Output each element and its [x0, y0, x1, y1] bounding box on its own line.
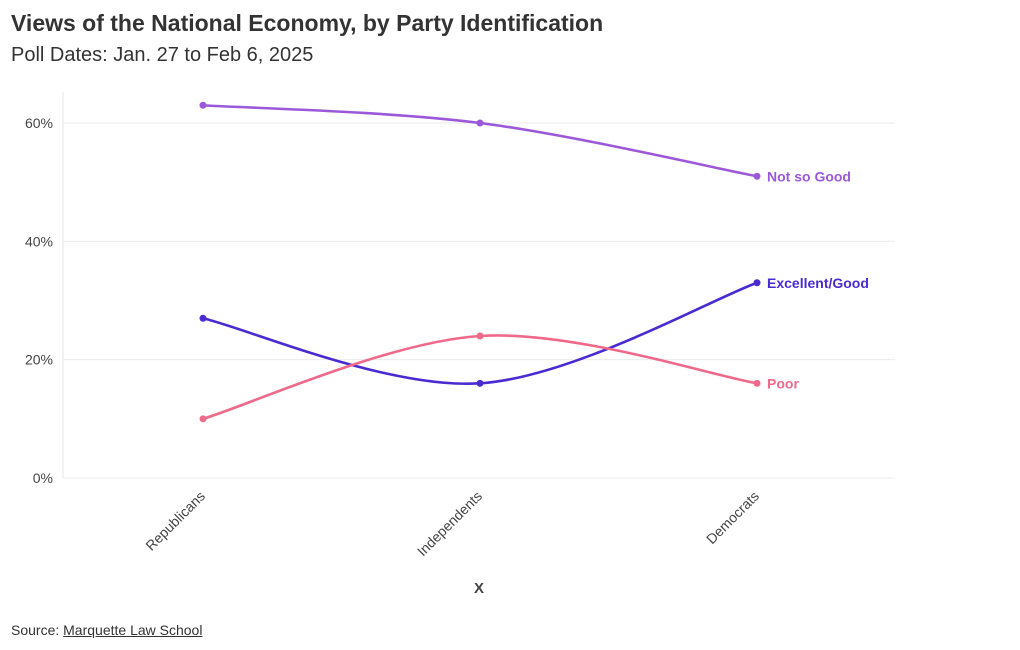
series-excellent-good: Excellent/Good: [199, 275, 869, 387]
x-axis-ticks: Republicans Independents Democrats: [142, 488, 762, 559]
source-prefix: Source:: [11, 622, 64, 638]
series-label: Not so Good: [767, 168, 851, 184]
series: Not so Good Excellent/Good Poor: [199, 101, 869, 423]
y-tick-label: 20%: [25, 352, 53, 368]
chart-subtitle: Poll Dates: Jan. 27 to Feb 6, 2025: [11, 44, 314, 66]
y-tick-label: 60%: [25, 115, 53, 131]
chart-title: Views of the National Economy, by Party …: [11, 10, 604, 36]
series-line: [201, 103, 759, 178]
series-poor: Poor: [199, 332, 799, 423]
source-link[interactable]: Marquette Law School: [63, 622, 203, 638]
y-axis-ticks: 0% 20% 40% 60%: [25, 115, 53, 486]
y-tick-label: 0%: [33, 470, 53, 486]
x-tick-label: Republicans: [142, 488, 208, 554]
data-point[interactable]: [199, 415, 207, 423]
data-point[interactable]: [199, 314, 207, 322]
data-point[interactable]: [753, 379, 761, 387]
data-point[interactable]: [199, 101, 207, 109]
series-line: [201, 334, 759, 421]
series-label: Poor: [767, 375, 799, 391]
data-point[interactable]: [753, 172, 761, 180]
series-label: Excellent/Good: [767, 275, 869, 291]
source-note: Source: Marquette Law School: [11, 622, 202, 638]
data-point[interactable]: [476, 332, 484, 340]
x-axis-label: X: [474, 580, 484, 597]
gridlines: [63, 122, 895, 479]
data-point[interactable]: [476, 119, 484, 127]
series-not-so-good: Not so Good: [199, 101, 851, 184]
data-point[interactable]: [753, 279, 761, 287]
y-tick-label: 40%: [25, 233, 53, 249]
x-tick-label: Independents: [414, 488, 485, 559]
data-point[interactable]: [476, 379, 484, 387]
x-tick-label: Democrats: [703, 488, 762, 547]
